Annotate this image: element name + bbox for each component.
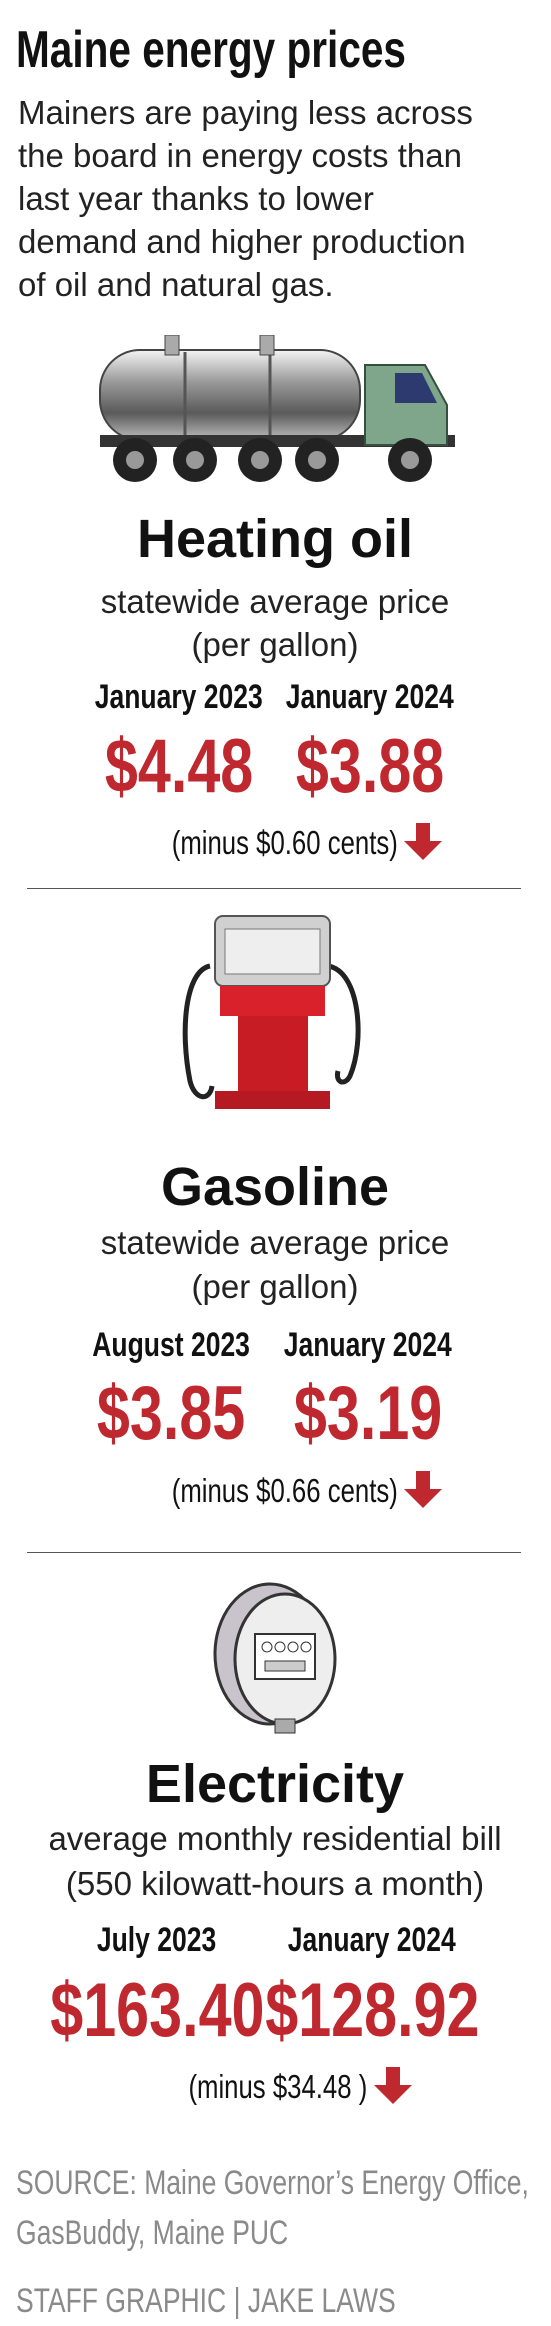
divider: [27, 1552, 521, 1553]
gas-pump-icon: [182, 915, 361, 1109]
period-label-text: January 2023: [94, 678, 264, 716]
section-description: (per gallon): [191, 1268, 359, 1305]
source-line: SOURCE: Maine Governor’s Energy Office,: [16, 2166, 551, 2200]
period-label-text: January 2024: [283, 1326, 453, 1364]
change-row: (minus $34.48 ): [0, 2067, 551, 2105]
period-label: January 2024: [222, 1923, 522, 1957]
arrow-shape: [374, 2067, 413, 2104]
source-line-text: GasBuddy, Maine PUC: [16, 2214, 289, 2252]
section-heading: Gasoline: [160, 1157, 390, 1217]
price: $3.85: [1, 1376, 341, 1452]
section-description: (per gallon): [191, 626, 359, 663]
change-text: (minus $0.60 cents): [171, 823, 398, 861]
period-label: July 2023: [7, 1923, 307, 1957]
change-row: (minus $0.66 cents): [0, 1471, 551, 1509]
price-text: $3.19: [293, 1371, 443, 1456]
period-label-text: January 2024: [285, 678, 455, 716]
truck-icon: [99, 335, 455, 482]
change-text: (minus $0.66 cents): [171, 1471, 398, 1509]
change-row: (minus $0.60 cents): [0, 823, 551, 861]
title-text: Maine energy prices: [16, 21, 406, 79]
price-text: $128.92: [264, 1968, 480, 2053]
price: $128.92: [202, 1973, 542, 2049]
section-description: average monthly residential bill: [48, 1820, 502, 1857]
price: $163.40: [0, 1973, 327, 2049]
meter-icon: [213, 1582, 337, 1734]
arrow-shape: [404, 823, 443, 860]
section-description: (550 kilowatt-hours a month): [65, 1865, 485, 1902]
change-text: (minus $34.48 ): [188, 2067, 368, 2105]
price-text: $3.88: [295, 724, 445, 809]
price-text: $4.48: [104, 724, 254, 809]
divider: [27, 888, 521, 889]
down-arrow: [404, 823, 443, 860]
period-label-text: July 2023: [97, 1921, 217, 1959]
price-text: $3.85: [96, 1371, 246, 1456]
section-description: statewide average price: [100, 583, 450, 620]
period-label: January 2024: [218, 1328, 518, 1362]
price: $4.48: [9, 729, 349, 805]
section-heading: Electricity: [145, 1754, 405, 1814]
period-label-text: January 2024: [287, 1921, 457, 1959]
price: $3.19: [198, 1376, 538, 1452]
down-arrow: [374, 2067, 413, 2104]
source-line-text: SOURCE: Maine Governor’s Energy Office,: [16, 2164, 529, 2202]
subtitle-line: last year thanks to lower: [18, 180, 374, 217]
section-heading: Heating oil: [136, 509, 413, 569]
period-label: January 2023: [29, 680, 329, 714]
down-arrow: [404, 1471, 443, 1508]
subtitle-line: demand and higher production: [18, 223, 466, 260]
section-description: statewide average price: [100, 1224, 450, 1261]
price-text: $163.40: [49, 1968, 265, 2053]
period-label: August 2023: [21, 1328, 321, 1362]
arrow-shape: [404, 1471, 443, 1508]
credit: STAFF GRAPHIC | JAKE LAWS: [16, 2284, 503, 2318]
title: Maine energy prices: [16, 24, 516, 76]
credit-text: STAFF GRAPHIC | JAKE LAWS: [16, 2282, 396, 2320]
source-line: GasBuddy, Maine PUC: [16, 2216, 365, 2250]
subtitle-line: Mainers are paying less across: [18, 94, 473, 131]
period-label: January 2024: [220, 680, 520, 714]
subtitle-line: of oil and natural gas.: [18, 266, 334, 303]
subtitle-line: the board in energy costs than: [18, 137, 462, 174]
price: $3.88: [200, 729, 540, 805]
period-label-text: August 2023: [92, 1326, 250, 1364]
